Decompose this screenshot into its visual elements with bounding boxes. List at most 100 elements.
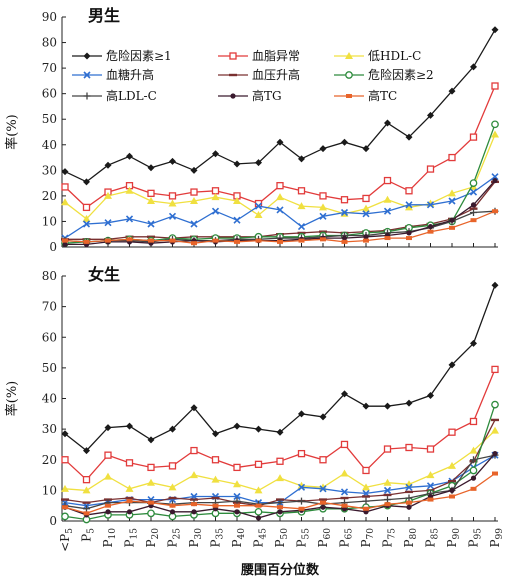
legend-label-3: 血糖升高 bbox=[106, 67, 154, 82]
series-female-8-point-7 bbox=[212, 503, 219, 508]
series-female-1-point-5 bbox=[168, 462, 177, 470]
y-tick-label: 60 bbox=[42, 87, 57, 101]
series-male-0-point-16 bbox=[405, 133, 413, 141]
series-female-0-point-11 bbox=[298, 410, 305, 418]
series-male-2-point-7 bbox=[211, 193, 220, 201]
series-male-8-point-8 bbox=[234, 239, 240, 244]
series-male-0-point-3 bbox=[126, 152, 133, 160]
series-male-3-point-18 bbox=[448, 197, 456, 205]
series-female-3-point-13 bbox=[340, 488, 349, 496]
series-male-2-point-11 bbox=[297, 202, 306, 210]
legend-marker-1-point-0 bbox=[229, 52, 237, 60]
series-female-1-point-6 bbox=[190, 446, 198, 455]
series-female-2-point-6 bbox=[190, 471, 198, 479]
x-tick-label: P45 bbox=[252, 528, 269, 548]
series-male-0-point-11 bbox=[298, 155, 305, 163]
series-male-7-point-18 bbox=[449, 217, 455, 223]
series-female-0-point-10 bbox=[276, 428, 284, 436]
series-female-2-point-3 bbox=[125, 484, 134, 492]
series-male-1-point-20 bbox=[491, 82, 499, 90]
legend-marker-5-point-0 bbox=[345, 71, 353, 79]
series-female-8-point-4 bbox=[148, 500, 154, 505]
series-female-8-point-2 bbox=[105, 503, 111, 508]
x-tick-label: P80 bbox=[402, 528, 419, 548]
series-female-5-point-19 bbox=[469, 466, 478, 475]
series-male-0-point-10 bbox=[276, 138, 284, 146]
series-female-1-point-13 bbox=[340, 440, 349, 449]
series-male-8-point-18 bbox=[449, 225, 455, 230]
series-female-5-point-4 bbox=[147, 509, 155, 518]
series-female-8-point-18 bbox=[449, 494, 455, 499]
x-tick-label: P50 bbox=[273, 528, 290, 548]
series-male-8-point-10 bbox=[277, 239, 283, 244]
legend-label-4: 血压升高 bbox=[252, 67, 300, 82]
y-tick-label: 20 bbox=[42, 189, 57, 203]
series-male-1-point-1 bbox=[82, 203, 91, 212]
series-male-3-point-6 bbox=[190, 220, 198, 228]
x-tick-label: P99 bbox=[488, 528, 505, 548]
series-male-8-point-3 bbox=[126, 237, 133, 242]
legend-marker-7-point-0 bbox=[230, 93, 236, 99]
series-male-0-point-4 bbox=[147, 164, 155, 172]
series-male-7-point-13 bbox=[341, 235, 348, 241]
series-female-8-point-14 bbox=[363, 506, 369, 511]
series-female-3-point-16 bbox=[405, 483, 413, 491]
series-male-3-point-19 bbox=[469, 188, 478, 196]
y-tick-label: 10 bbox=[42, 214, 57, 228]
series-female-0-point-8 bbox=[233, 422, 241, 430]
series-male-3-point-20 bbox=[491, 173, 499, 181]
series-female-6-point-15 bbox=[384, 496, 391, 504]
series-male-8-point-9 bbox=[255, 238, 262, 243]
series-female-0-point-2 bbox=[104, 424, 112, 432]
series-male-8-point-14 bbox=[363, 238, 369, 243]
series-female-1-point-8 bbox=[233, 463, 241, 472]
series-female-1-point-20 bbox=[491, 365, 499, 374]
series-male-0-point-18 bbox=[448, 87, 456, 95]
series-male-0-point-17 bbox=[427, 111, 434, 119]
series-male-2-point-12 bbox=[319, 203, 327, 211]
series-male-8-point-0 bbox=[62, 238, 68, 243]
x-tick-label: P70 bbox=[359, 528, 376, 548]
series-female-1-point-3 bbox=[125, 459, 134, 467]
series-male-8-point-5 bbox=[169, 238, 176, 243]
series-female-8-point-15 bbox=[384, 502, 391, 507]
series-male-8-point-19 bbox=[470, 218, 477, 223]
x-tick-label: P15 bbox=[123, 528, 140, 548]
series-female-5-point-9 bbox=[254, 507, 263, 516]
series-male-7-point-0 bbox=[62, 241, 68, 248]
series-male-3-point-11 bbox=[297, 222, 306, 231]
x-tick-label: P40 bbox=[230, 528, 247, 548]
series-female-7-point-5 bbox=[169, 509, 176, 515]
series-male-1-point-11 bbox=[297, 187, 306, 195]
y-tick-label: 30 bbox=[42, 422, 57, 436]
series-female-8-point-6 bbox=[191, 502, 197, 507]
x-tick-label: P65 bbox=[338, 528, 355, 548]
legend-marker-6-point-0 bbox=[83, 92, 91, 100]
series-female-2-point-20 bbox=[491, 426, 499, 434]
x-tick-label: P55 bbox=[295, 528, 312, 548]
series-female-8-point-8 bbox=[234, 503, 240, 508]
legend-marker-8-point-0 bbox=[346, 94, 352, 98]
series-male-0-point-13 bbox=[341, 138, 348, 146]
x-axis-label: 腰围百分位数 bbox=[240, 562, 320, 578]
series-male-0-point-6 bbox=[190, 166, 198, 174]
series-male-8-point-4 bbox=[148, 238, 154, 243]
series-female-6-point-14 bbox=[362, 497, 370, 505]
series-female-1-point-9 bbox=[254, 460, 263, 468]
series-male-0-point-14 bbox=[362, 145, 370, 153]
chart-legend: 危险因素≥1 血脂异常 低HDL-C 血糖升高 血压升高 危险因素≥2 高LDL-C 高TG 高… bbox=[72, 48, 434, 103]
series-female-1-point-18 bbox=[448, 428, 456, 436]
series-male-1-point-19 bbox=[469, 133, 478, 141]
series-female-3-point-8 bbox=[233, 492, 241, 501]
series-female-2-point-7 bbox=[211, 475, 220, 483]
y-tick-label: 80 bbox=[42, 269, 57, 283]
series-female-2-point-1 bbox=[82, 486, 91, 494]
series-female-8-point-20 bbox=[492, 471, 498, 476]
series-female-0-point-17 bbox=[427, 391, 434, 399]
series-female-2-point-18 bbox=[448, 461, 456, 469]
legend-marker-2-point-0 bbox=[345, 52, 353, 59]
series-female-7-point-20 bbox=[492, 451, 498, 457]
series-male-3-point-14 bbox=[362, 210, 370, 218]
series-male-0-point-15 bbox=[384, 119, 391, 127]
